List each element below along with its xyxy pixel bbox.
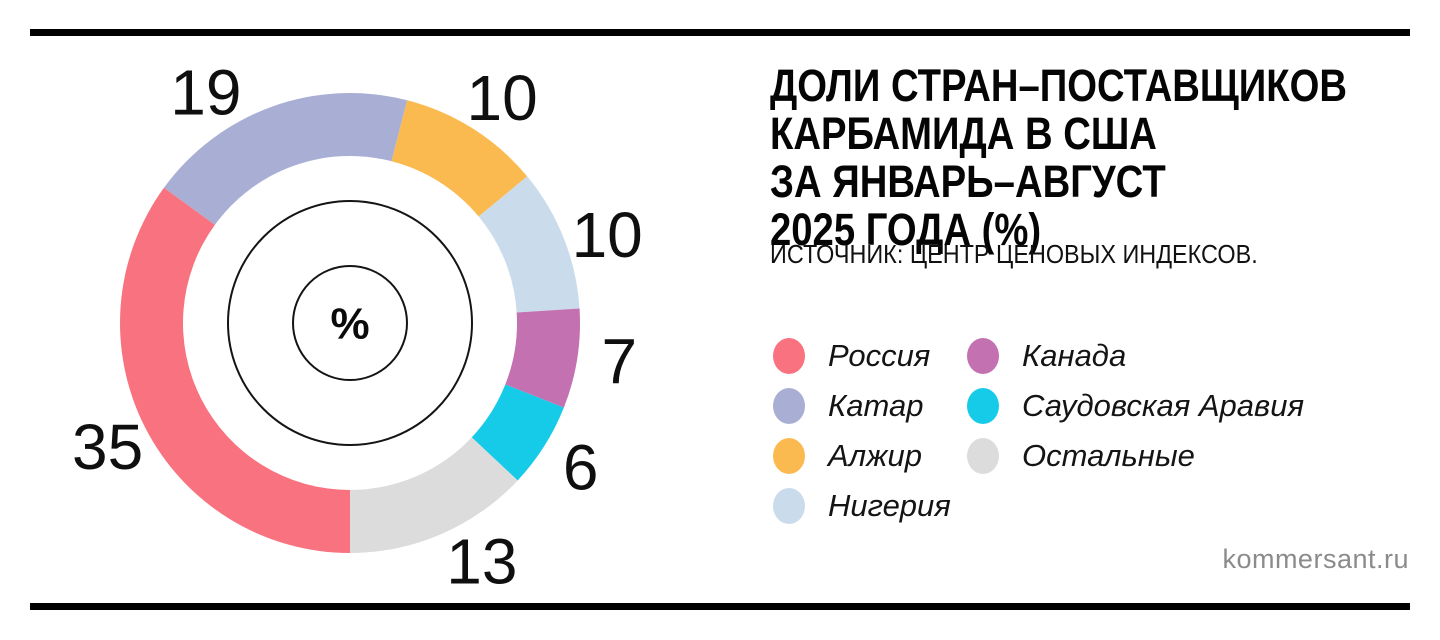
legend-item-Нигерия: Нигерия [773,481,951,531]
guide-circle [292,265,408,381]
legend-swatch-icon [967,338,999,374]
legend-swatch-icon [773,388,805,424]
donut-chart: % 19 10 10 76 13 35 [72,57,643,598]
donut-segment-Канада [505,308,581,408]
donut-segment-Катар [163,93,408,225]
watermark: kommersant.ru [1222,544,1409,574]
segment-value-Катар: 19 [170,57,241,129]
segment-value-Саудовская Аравия: 6 [563,432,599,504]
bottom-rule [30,603,1410,610]
legend-label: Россия [828,338,931,373]
source-note: ИСТОЧНИК: ЦЕНТР ЦЕНОВЫХ ИНДЕКСОВ. [770,239,1258,269]
legend-item-Канада: Канада [967,331,1304,381]
donut-segment-Остальные [350,437,518,553]
top-rule [30,29,1410,36]
legend-column-2: Канада Саудовская Аравия Остальные [967,331,1304,481]
donut-center-label: % [330,299,369,348]
legend-item-Катар: Катар [773,381,951,431]
legend-item-Остальные: Остальные [967,431,1304,481]
segment-value-Канада: 7 [602,325,638,397]
donut-segment-Россия [120,187,351,553]
segment-value-Остальные: 13 [446,525,517,597]
legend-swatch-icon [773,338,805,374]
chart-title: ДОЛИ СТРАН–ПОСТАВЩИКОВ КАРБАМИДА В США З… [770,60,1348,255]
segment-value-Алжир: 10 [467,62,538,134]
legend-swatch-icon [773,438,805,474]
legend-label: Канада [1022,338,1127,373]
donut-segment-Алжир [391,100,528,217]
legend-swatch-icon [967,438,999,474]
segment-value-Россия: 35 [72,411,143,483]
legend-item-Саудовская Аравия: Саудовская Аравия [967,381,1304,431]
segment-value-Нигерия: 10 [572,199,643,271]
legend-swatch-icon [773,488,805,524]
legend-label: Катар [828,388,924,423]
legend-label: Алжир [828,438,922,473]
donut-segment-Нигерия [478,176,580,313]
legend-column-1: Россия Катар Алжир Нигерия [773,331,951,531]
donut-segment-Саудовская Аравия [471,384,564,481]
guide-circle [227,200,473,446]
legend-label: Нигерия [828,488,951,523]
legend-swatch-icon [967,388,999,424]
legend-item-Россия: Россия [773,331,951,381]
legend-label: Остальные [1022,438,1195,473]
legend-label: Саудовская Аравия [1022,388,1305,423]
legend-item-Алжир: Алжир [773,431,951,481]
